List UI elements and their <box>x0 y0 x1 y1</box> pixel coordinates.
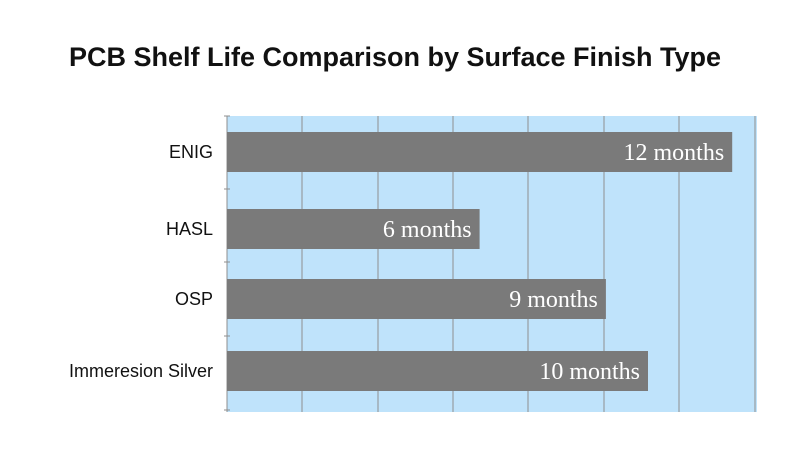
category-label: OSP <box>175 289 213 309</box>
bar-value-label: 6 months <box>383 217 472 243</box>
bar-value-label: 12 months <box>624 140 725 166</box>
category-labels: ENIG HASL OSP Immeresion Silver <box>69 142 213 381</box>
category-label: HASL <box>166 219 213 239</box>
bar <box>227 351 648 391</box>
bar <box>227 132 733 172</box>
bar-value-label: 9 months <box>509 287 598 313</box>
bar <box>227 279 606 319</box>
category-label: ENIG <box>169 142 213 162</box>
chart-title: PCB Shelf Life Comparison by Surface Fin… <box>68 42 722 72</box>
category-label: Immeresion Silver <box>69 361 213 381</box>
bar-value-label: 10 months <box>539 359 640 385</box>
bars: 12 months 6 months 9 months 10 months <box>227 132 733 391</box>
bar <box>227 209 480 249</box>
